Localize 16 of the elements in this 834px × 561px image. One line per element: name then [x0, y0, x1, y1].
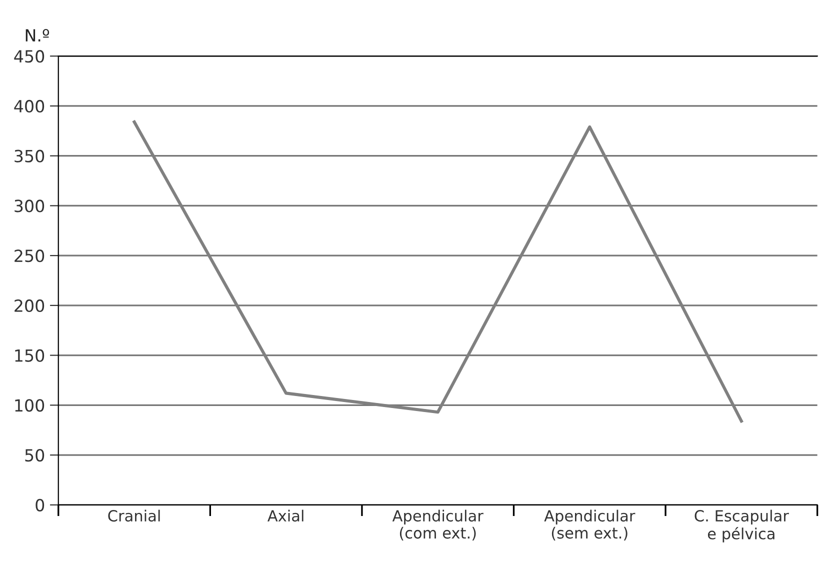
x-tick-label: Cranial [108, 510, 160, 522]
y-tick-label: 150 [15, 349, 44, 362]
y-axis-title: N.º [26, 29, 50, 42]
y-tick-label: 450 [14, 50, 44, 63]
y-tick-label: 200 [14, 299, 44, 312]
x-tick-label: Apendicular (sem ext.) [544, 510, 636, 540]
y-tick-label: 250 [14, 250, 44, 262]
y-tick-label: 400 [14, 100, 44, 113]
y-tick-label: 100 [15, 399, 44, 412]
x-tick-label: C. Escapular e pélvica [694, 510, 789, 542]
y-tick-label: 350 [14, 150, 44, 162]
x-tick-label: Apendicular (com ext.) [392, 510, 484, 540]
x-tick-label: Axial [268, 510, 304, 522]
y-tick-label: 50 [25, 448, 44, 462]
y-tick-label: 0 [36, 498, 44, 512]
y-tick-label: 300 [14, 200, 44, 212]
